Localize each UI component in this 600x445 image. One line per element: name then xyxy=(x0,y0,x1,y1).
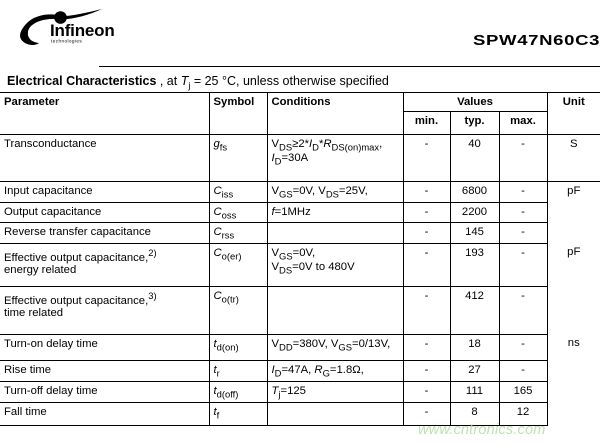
svg-text:technologies: technologies xyxy=(51,39,82,44)
svg-text:Infineon: Infineon xyxy=(50,21,115,40)
